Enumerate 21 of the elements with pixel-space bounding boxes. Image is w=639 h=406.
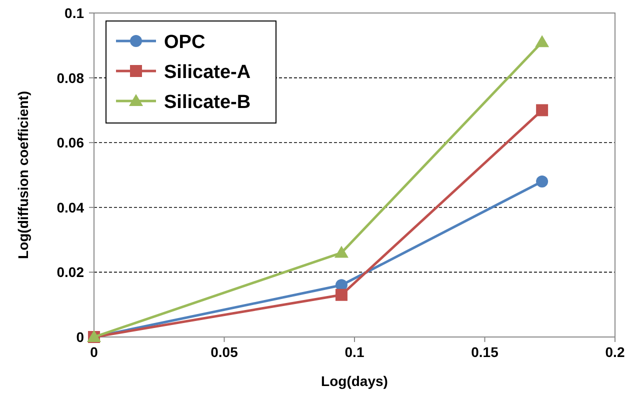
- legend-label: OPC: [164, 32, 206, 53]
- point: [334, 246, 348, 258]
- x-tick-label: 0.05: [210, 344, 238, 360]
- point: [536, 175, 548, 188]
- x-tick-label: 0.1: [344, 344, 364, 360]
- point: [335, 288, 348, 301]
- y-tick-label: 0: [76, 329, 84, 345]
- y-tick-label: 0.06: [56, 134, 84, 151]
- point: [535, 35, 550, 48]
- legend-label: Silicate-A: [164, 62, 251, 83]
- x-tick-label: 0.2: [605, 344, 625, 360]
- y-tick-label: 0.02: [56, 264, 84, 280]
- x-axis-title: Log(days): [321, 373, 388, 389]
- y-tick-label: 0.04: [56, 199, 84, 216]
- x-tick-label: 0.15: [471, 344, 499, 360]
- point: [536, 104, 548, 116]
- x-tick-label: 0: [90, 344, 98, 360]
- y-axis-title: Log(diffusion coefficient): [15, 91, 31, 259]
- legend-label: Silicate-B: [164, 92, 251, 113]
- y-tick-label: 0.08: [56, 70, 84, 86]
- y-tick-label: 0.1: [64, 5, 84, 21]
